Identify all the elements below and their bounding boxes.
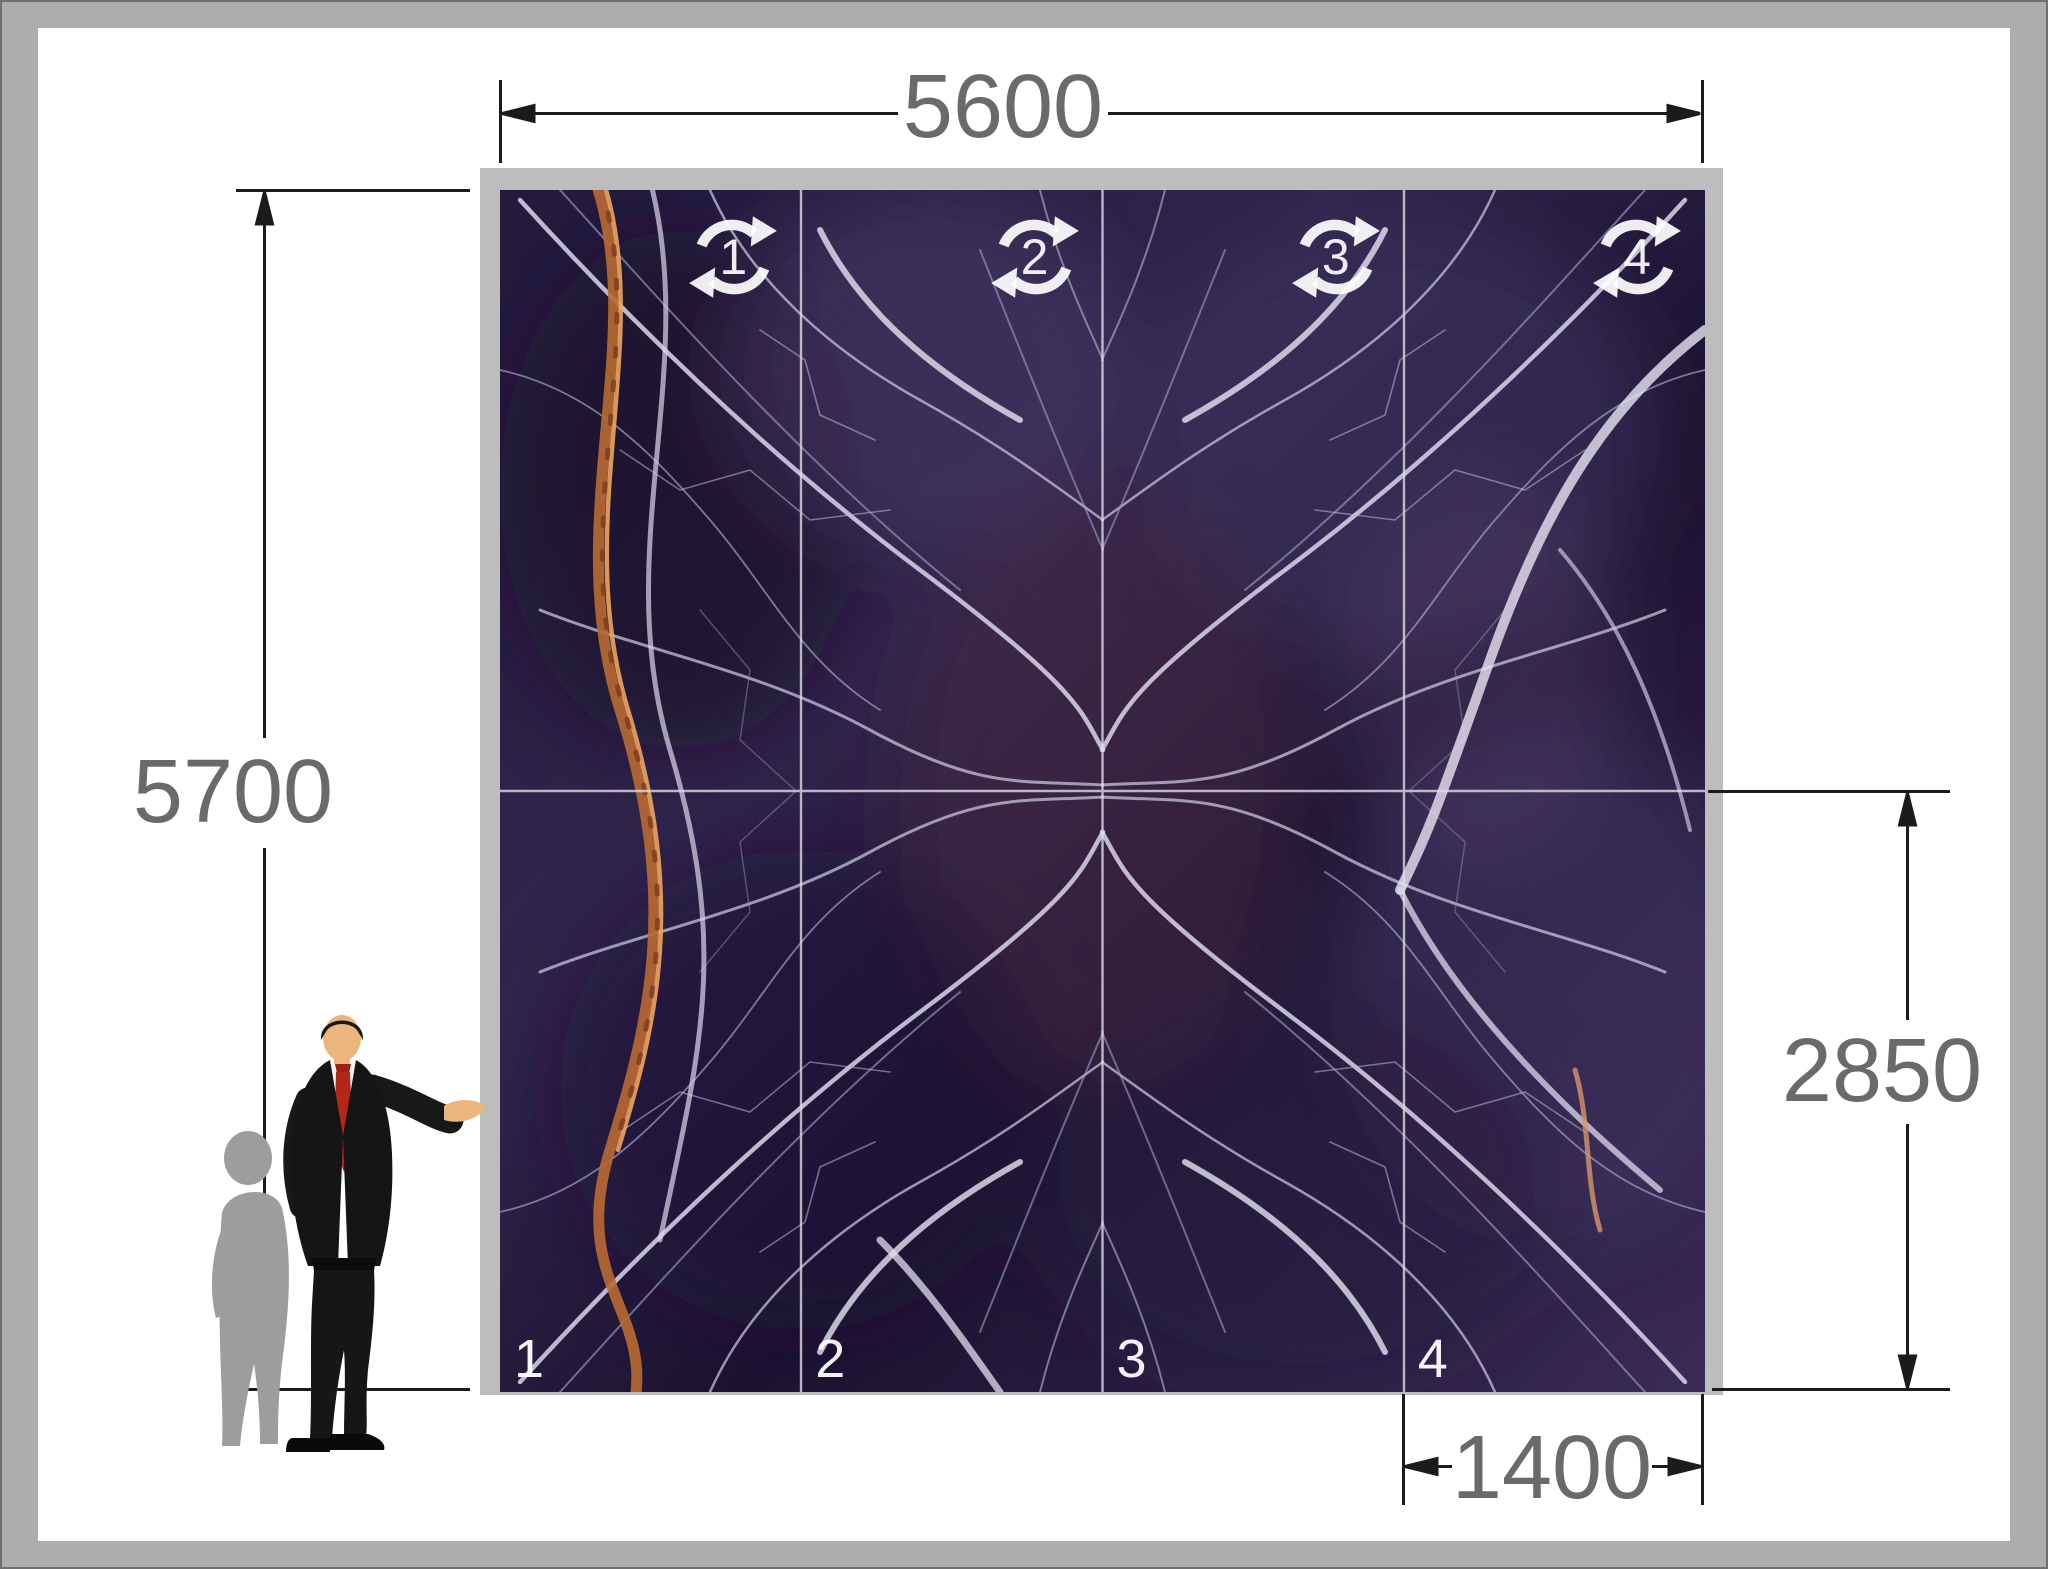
rotate-icon[interactable]: 3	[1290, 211, 1382, 303]
marble-slab-image	[500, 190, 1705, 1392]
rotate-icon-number: 2	[1020, 229, 1049, 285]
businessman-presenting-icon	[211, 1015, 486, 1452]
panel-number-label: 2	[815, 1329, 846, 1389]
dimension-lower-row-height: 2850	[1781, 1021, 1983, 1121]
panel-number-label: 3	[1116, 1329, 1147, 1389]
rotate-icon-number: 1	[719, 229, 748, 285]
dimension-total-width: 5600	[902, 57, 1104, 157]
rotate-icon[interactable]: 4	[1591, 211, 1683, 303]
panel-number-label: 4	[1417, 1329, 1448, 1389]
rotate-icon[interactable]: 1	[687, 211, 779, 303]
panel-number-label: 1	[514, 1329, 545, 1389]
dimension-total-height: 5700	[132, 742, 334, 842]
rotate-icon-number: 4	[1623, 229, 1651, 285]
dimension-panel-width: 1400	[1451, 1418, 1653, 1518]
rotate-icon[interactable]: 2	[989, 211, 1081, 303]
rotate-icon-number: 3	[1321, 229, 1350, 285]
